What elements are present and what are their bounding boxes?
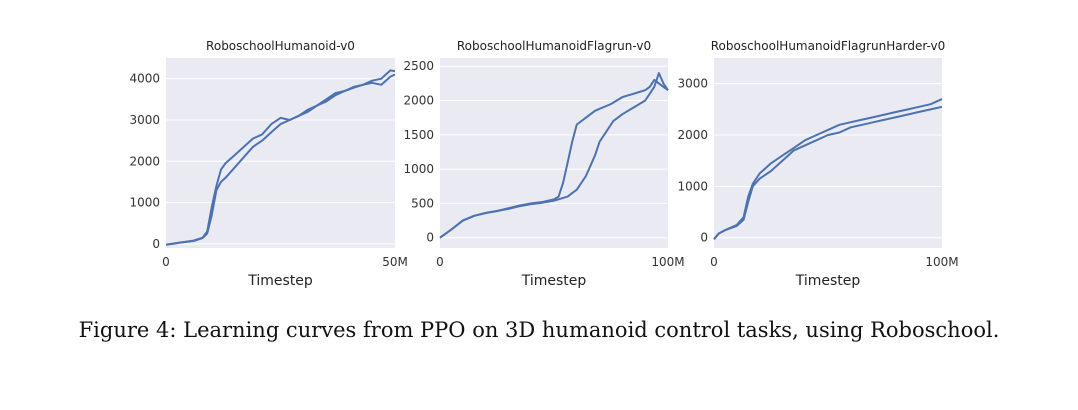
y-tick-label: 2000 bbox=[677, 128, 708, 142]
subplot-1: 0 1000 2000 3000 4000 0 50M RoboschoolHumanoid-… bbox=[129, 39, 407, 289]
y-tick-label: 500 bbox=[411, 196, 434, 210]
chart-title: RoboschoolHumanoid-v0 bbox=[206, 39, 355, 53]
chart-title: RoboschoolHumanoidFlagrun-v0 bbox=[457, 39, 651, 53]
x-tick-label: 100M bbox=[651, 255, 684, 269]
plot-area bbox=[440, 58, 668, 248]
y-tick-label: 3000 bbox=[677, 77, 708, 91]
y-tick-label: 0 bbox=[426, 231, 434, 245]
chart-title: RoboschoolHumanoidFlagrunHarder-v0 bbox=[711, 39, 946, 53]
y-tick-label: 2000 bbox=[403, 94, 434, 108]
plot-area bbox=[166, 58, 395, 248]
x-tick-label: 0 bbox=[162, 255, 170, 269]
series-line-run-2 bbox=[713, 105, 943, 240]
subplot-2: 0 500 1000 1500 2000 2500 0 100M RoboschoolHuman… bbox=[403, 39, 684, 289]
figure-caption: Figure 4: Learning curves from PPO on 3D… bbox=[78, 318, 1000, 342]
x-axis-label: Timestep bbox=[795, 273, 861, 289]
y-tick-label: 1000 bbox=[129, 196, 160, 210]
series-line-run-1 bbox=[713, 98, 943, 240]
x-axis-label: Timestep bbox=[247, 273, 313, 289]
y-tick-label: 1000 bbox=[403, 162, 434, 176]
x-axis-label: Timestep bbox=[521, 273, 587, 289]
y-tick-label: 0 bbox=[700, 231, 708, 245]
y-tick-label: 1000 bbox=[677, 179, 708, 193]
series-line-run-2 bbox=[439, 72, 669, 239]
plot-area bbox=[714, 58, 942, 248]
y-tick-label: 2500 bbox=[403, 59, 434, 73]
x-tick-label: 50M bbox=[382, 255, 408, 269]
x-tick-label: 0 bbox=[710, 255, 718, 269]
y-tick-label: 2000 bbox=[129, 154, 160, 168]
x-tick-label: 0 bbox=[436, 255, 444, 269]
y-tick-label: 1500 bbox=[403, 128, 434, 142]
y-tick-label: 3000 bbox=[129, 113, 160, 127]
subplot-3: 0 1000 2000 3000 0 100M RoboschoolHumanoidFlag… bbox=[677, 39, 958, 289]
y-tick-label: 0 bbox=[152, 237, 160, 251]
y-tick-label: 4000 bbox=[129, 72, 160, 86]
series-line-run-2 bbox=[165, 73, 396, 246]
x-tick-label: 100M bbox=[925, 255, 958, 269]
